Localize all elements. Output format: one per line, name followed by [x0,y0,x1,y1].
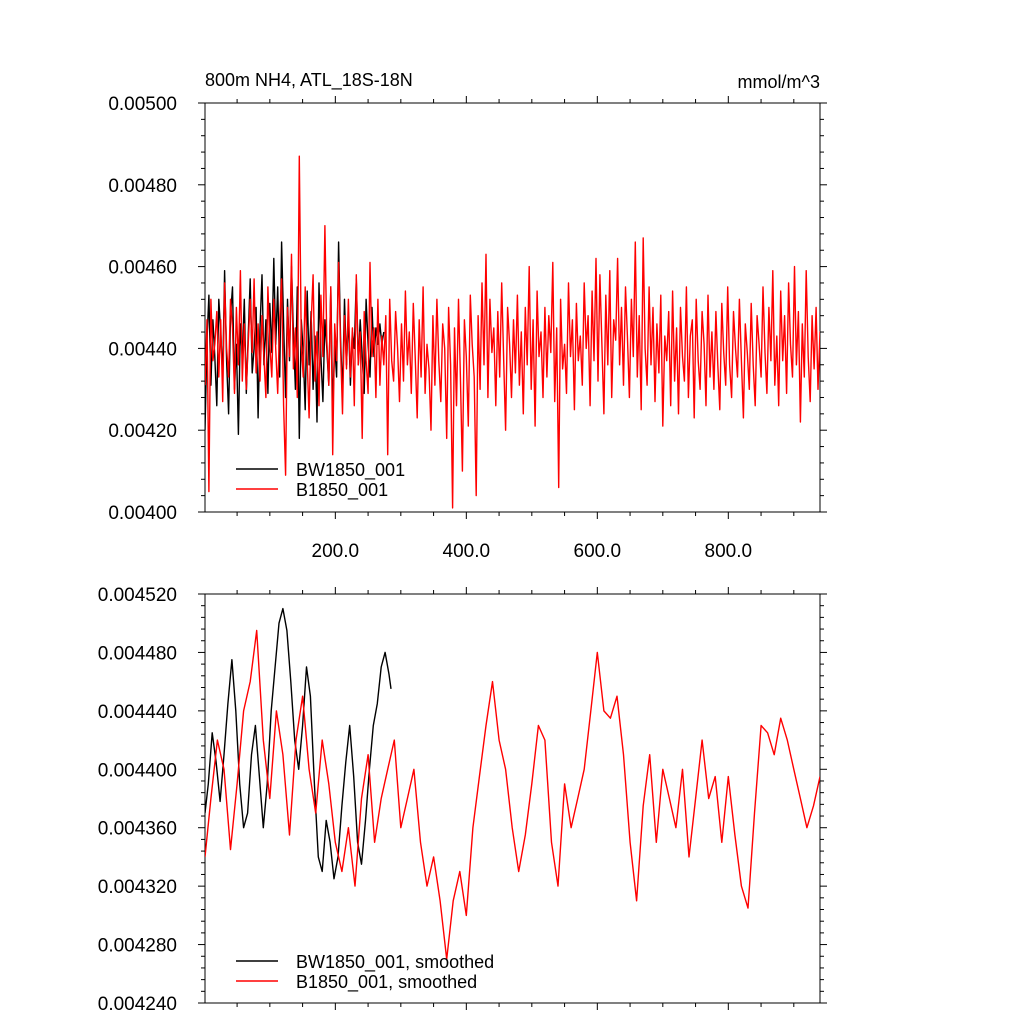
y-tick-label: 0.00420 [108,421,177,442]
plot-frame [204,102,821,513]
y-tick-label: 0.00480 [108,176,177,197]
series-line [205,155,820,509]
y-tick-label: 0.004360 [98,819,177,840]
bottom-panel: 0.004240 0.004280 0.004320 0.004360 0.004400… [98,585,827,1015]
series-line [205,607,392,880]
legend-label: BW1850_001, smoothed [296,952,494,973]
y-tick-label: 0.00400 [108,503,177,524]
units-label: mmol/m^3 [738,72,820,92]
legend-label: B1850_001 [296,480,388,501]
y-tick-label: 0.004520 [98,585,177,606]
x-tick-label: 200.0 [312,541,360,562]
x-tick-label: 800.0 [705,541,753,562]
x-tick-label: 400.0 [443,541,491,562]
top-panel: 800m NH4, ATL_18S-18N mmol/m^3 0.00400 0.… [108,70,827,562]
x-tick-label: 600.0 [574,541,622,562]
y-tick-label: 0.004280 [98,936,177,957]
y-tick-label: 0.00460 [108,258,177,279]
y-tick-label: 0.004480 [98,643,177,664]
y-tick-label: 0.004320 [98,877,177,898]
y-tick-label: 0.00440 [108,339,177,360]
legend-label: B1850_001, smoothed [296,972,477,993]
y-tick-label: 0.004240 [98,994,177,1015]
y-tick-label: 0.004400 [98,760,177,781]
y-tick-label: 0.00500 [108,94,177,115]
plot-frame [204,593,821,1004]
legend-label: BW1850_001 [296,460,405,481]
chart-title: 800m NH4, ATL_18S-18N [205,70,413,91]
y-tick-label: 0.004440 [98,702,177,723]
series-line [205,629,820,960]
